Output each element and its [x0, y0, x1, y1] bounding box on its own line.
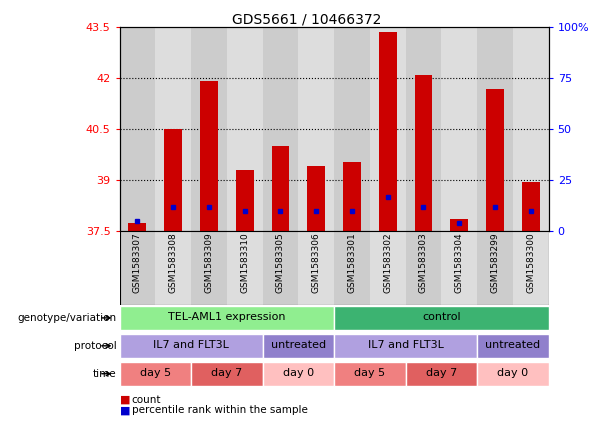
Bar [477, 27, 513, 231]
Text: GSM1583303: GSM1583303 [419, 232, 428, 293]
Bar [406, 362, 477, 386]
Text: day 7: day 7 [426, 368, 457, 378]
Bar [343, 162, 361, 231]
Bar [477, 231, 513, 305]
Text: ■: ■ [120, 405, 130, 415]
Text: GDS5661 / 10466372: GDS5661 / 10466372 [232, 13, 381, 27]
Bar [200, 81, 218, 231]
Text: day 5: day 5 [140, 368, 171, 378]
Bar [191, 27, 227, 231]
Bar [164, 129, 182, 231]
Text: IL7 and FLT3L: IL7 and FLT3L [368, 340, 444, 350]
Bar [414, 75, 432, 231]
Bar [262, 231, 299, 305]
Text: day 7: day 7 [211, 368, 242, 378]
Bar [379, 32, 397, 231]
Text: day 5: day 5 [354, 368, 386, 378]
Bar [227, 231, 262, 305]
Text: GSM1583310: GSM1583310 [240, 232, 249, 293]
Bar [120, 27, 155, 231]
Text: control: control [422, 312, 461, 322]
Text: GSM1583304: GSM1583304 [455, 232, 464, 293]
Text: untreated: untreated [485, 340, 541, 350]
Bar [155, 27, 191, 231]
Bar [299, 231, 334, 305]
Text: percentile rank within the sample: percentile rank within the sample [132, 405, 308, 415]
Text: GSM1583300: GSM1583300 [526, 232, 535, 293]
Bar [262, 362, 334, 386]
Bar [120, 334, 262, 358]
Bar [513, 231, 549, 305]
Bar [120, 362, 191, 386]
Bar [370, 27, 406, 231]
Text: GSM1583308: GSM1583308 [169, 232, 178, 293]
Bar [334, 306, 549, 330]
Bar [406, 231, 441, 305]
Text: count: count [132, 395, 161, 405]
Bar [370, 231, 406, 305]
Bar [334, 27, 370, 231]
Text: ■: ■ [120, 395, 130, 405]
Bar [334, 231, 370, 305]
Bar [262, 27, 299, 231]
Text: time: time [93, 369, 116, 379]
Bar [272, 146, 289, 231]
Bar [522, 182, 539, 231]
Bar [406, 27, 441, 231]
Bar [262, 334, 334, 358]
Bar [334, 362, 406, 386]
Text: GSM1583307: GSM1583307 [133, 232, 142, 293]
Text: day 0: day 0 [283, 368, 314, 378]
Bar [120, 306, 334, 330]
Bar [227, 27, 262, 231]
Bar [451, 220, 468, 231]
Bar [477, 362, 549, 386]
Text: GSM1583309: GSM1583309 [204, 232, 213, 293]
Text: GSM1583302: GSM1583302 [383, 232, 392, 293]
Text: protocol: protocol [74, 341, 116, 351]
Text: genotype/variation: genotype/variation [17, 313, 116, 323]
Bar [441, 27, 477, 231]
Bar [299, 27, 334, 231]
Text: untreated: untreated [271, 340, 326, 350]
Bar [486, 89, 504, 231]
Text: IL7 and FLT3L: IL7 and FLT3L [153, 340, 229, 350]
Text: day 0: day 0 [497, 368, 528, 378]
Text: GSM1583305: GSM1583305 [276, 232, 285, 293]
Bar [441, 231, 477, 305]
Text: GSM1583299: GSM1583299 [490, 232, 500, 293]
Bar [191, 231, 227, 305]
Bar [236, 170, 254, 231]
Bar [307, 165, 325, 231]
Bar [334, 334, 477, 358]
Bar [129, 223, 147, 231]
Bar [513, 27, 549, 231]
Text: TEL-AML1 expression: TEL-AML1 expression [168, 312, 286, 322]
Bar [120, 231, 155, 305]
Text: GSM1583306: GSM1583306 [311, 232, 321, 293]
Bar [155, 231, 191, 305]
Bar [191, 362, 262, 386]
Text: GSM1583301: GSM1583301 [348, 232, 357, 293]
Bar [477, 334, 549, 358]
